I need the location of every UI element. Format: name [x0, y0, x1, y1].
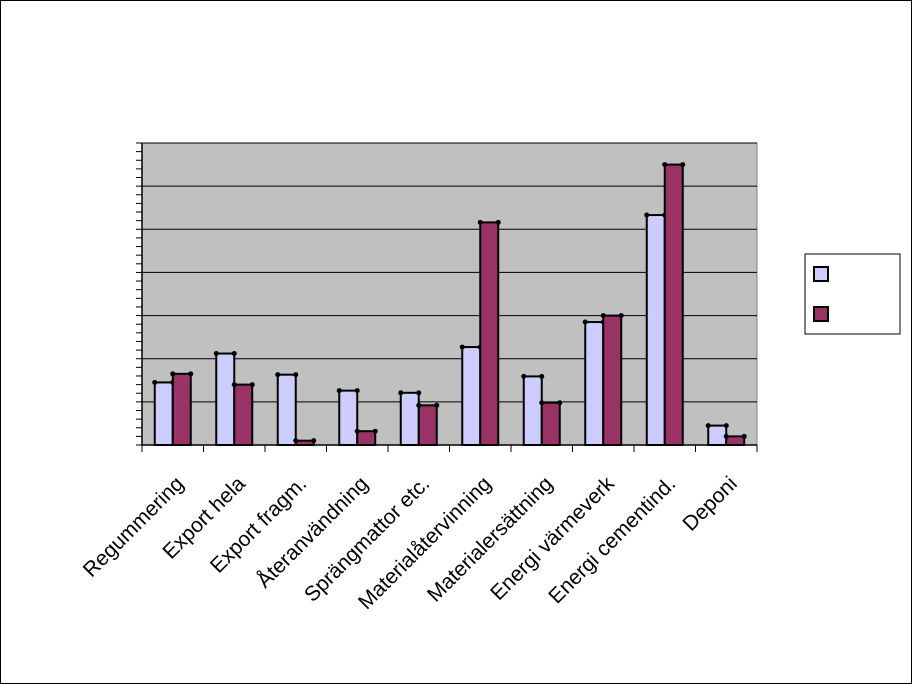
- bar-corner-dot: [170, 371, 176, 377]
- bar-corner-dot: [213, 351, 219, 357]
- bar-corner-dot: [539, 400, 545, 406]
- bar-corner-dot: [582, 319, 588, 325]
- bar: [338, 389, 359, 447]
- bar-corner-dot: [662, 162, 668, 168]
- x-tick-label: Återanvändning: [252, 472, 372, 592]
- bar-corner-dot: [705, 423, 711, 429]
- bar-corner-dot: [557, 400, 563, 406]
- bar: [171, 372, 192, 447]
- bar: [215, 352, 236, 446]
- bar: [399, 391, 420, 447]
- bar-corner-dot: [741, 433, 747, 439]
- bar-corner-dot: [600, 313, 606, 319]
- bar-corner-dot: [275, 372, 281, 378]
- bar-corner-dot: [539, 373, 545, 379]
- bar: [276, 373, 297, 447]
- bar: [725, 435, 746, 447]
- bar-corner-dot: [152, 379, 158, 385]
- bar: [707, 424, 728, 447]
- bar-corner-dot: [644, 212, 650, 218]
- bars: [152, 162, 747, 447]
- legend-swatch: [813, 266, 829, 282]
- bar-corner-dot: [188, 371, 194, 377]
- bar-corner-dot: [434, 402, 440, 408]
- bar-corner-dot: [459, 344, 465, 350]
- bar-corner-dot: [249, 382, 255, 388]
- bar-corner-dot: [416, 402, 422, 408]
- bar: [479, 221, 500, 446]
- bar-corner-dot: [293, 438, 299, 444]
- bar-corner-dot: [293, 372, 299, 378]
- bar-corner-dot: [618, 313, 624, 319]
- bar: [417, 404, 438, 446]
- legend-swatch: [813, 306, 829, 322]
- bar-corner-dot: [231, 351, 237, 357]
- bar-corner-dot: [354, 428, 360, 434]
- bar: [233, 383, 254, 447]
- bar-corner-dot: [231, 382, 237, 388]
- bar: [153, 381, 174, 447]
- bar-corner-dot: [495, 219, 501, 225]
- bar-corner-dot: [311, 438, 317, 444]
- bar-corner-dot: [723, 433, 729, 439]
- bar: [356, 430, 377, 446]
- bar: [584, 321, 605, 446]
- bar-corner-dot: [398, 390, 404, 396]
- bar: [663, 163, 684, 446]
- bar-corner-dot: [354, 388, 360, 394]
- bar: [522, 375, 543, 447]
- bar: [645, 214, 666, 446]
- bar: [540, 401, 561, 446]
- bar: [602, 314, 623, 447]
- x-tick-label: Deponi: [678, 472, 741, 535]
- bar-corner-dot: [723, 423, 729, 429]
- axes: [136, 142, 758, 452]
- legend: [804, 253, 901, 335]
- bar-corner-dot: [680, 162, 686, 168]
- bar-corner-dot: [477, 219, 483, 225]
- bar-corner-dot: [521, 373, 527, 379]
- x-tick-label: Regummering: [79, 472, 189, 582]
- bar-corner-dot: [372, 428, 378, 434]
- bar-corner-dot: [336, 388, 342, 394]
- bar: [461, 346, 482, 446]
- bar-corner-dot: [416, 390, 422, 396]
